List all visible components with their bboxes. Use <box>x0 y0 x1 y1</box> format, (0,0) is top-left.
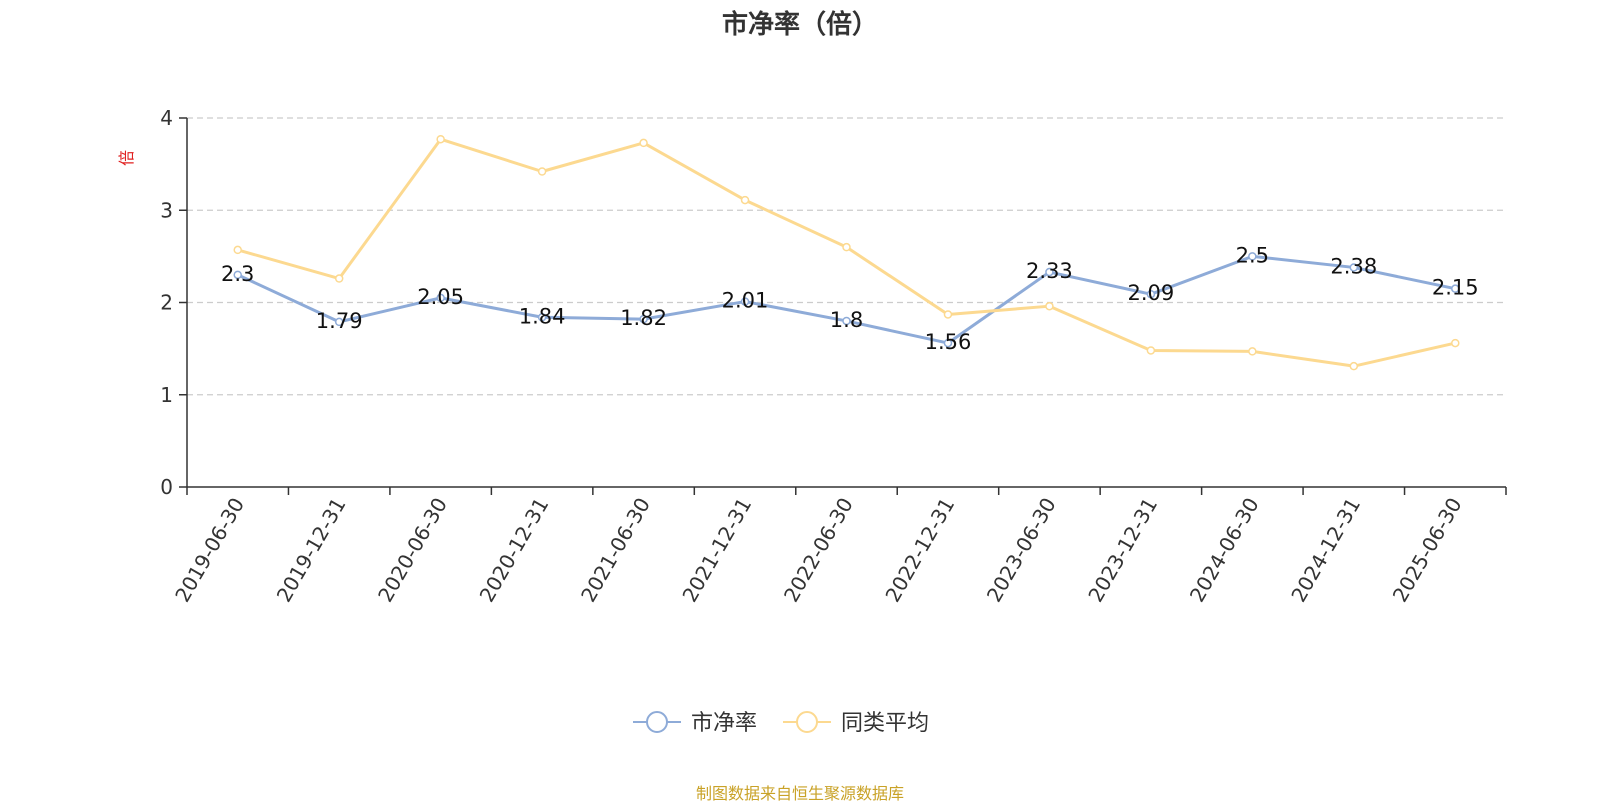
data-point <box>943 310 953 319</box>
y-tick-label: 3 <box>160 198 173 222</box>
data-point <box>1349 263 1359 272</box>
data-label: 2.33 <box>1026 259 1073 283</box>
data-label: 2.05 <box>417 285 464 309</box>
x-tick-label: 2023-12-31 <box>1083 494 1162 607</box>
data-point <box>740 297 750 306</box>
data-label: 2.09 <box>1128 281 1175 305</box>
data-point <box>334 274 344 283</box>
x-tick-label: 2020-06-30 <box>373 494 452 607</box>
data-point <box>1451 284 1460 293</box>
data-point <box>1146 289 1156 299</box>
data-point <box>334 317 344 327</box>
data-point <box>537 313 547 322</box>
x-tick-label: 2019-06-30 <box>170 494 249 607</box>
data-label: 2.3 <box>221 262 254 286</box>
x-tick-label: 2020-12-31 <box>475 494 554 607</box>
data-labels: 2.3 1.79 2.05 1.84 1.82 2.01 1.8 1.56 2.33 2.09 2.… <box>221 243 1479 354</box>
x-tick-label: 2024-12-31 <box>1286 494 1365 607</box>
data-point <box>842 316 851 326</box>
data-point <box>1045 301 1054 311</box>
data-point <box>1451 338 1460 348</box>
x-tick-label: 2024-06-30 <box>1185 494 1264 607</box>
y-tick-label: 1 <box>160 383 173 407</box>
x-tick-label: 2022-12-31 <box>880 494 959 607</box>
data-point <box>233 270 242 280</box>
y-tick-label: 2 <box>160 291 173 315</box>
data-point <box>1045 267 1054 277</box>
data-label: 1.56 <box>925 330 972 354</box>
y-axis-label: 倍 <box>117 150 136 166</box>
data-point <box>1349 361 1359 371</box>
data-label: 2.01 <box>722 289 769 313</box>
data-point <box>436 293 445 303</box>
data-point <box>639 138 648 148</box>
axes: 0 1 2 3 4 倍 2019-06-30 2019-12-31 2020-06-30 2020… <box>117 106 1507 607</box>
data-label: 1.84 <box>519 304 566 328</box>
data-point <box>639 314 648 324</box>
legend-label: 市净率 <box>691 711 757 736</box>
x-tick-label: 2021-12-31 <box>677 494 756 607</box>
source-note: 制图数据来自恒生聚源数据库 <box>695 784 904 803</box>
data-label: 2.38 <box>1330 254 1377 278</box>
x-tick-label: 2022-06-30 <box>779 494 858 607</box>
series-line <box>237 137 1456 368</box>
grid-lines <box>187 117 1506 396</box>
data-point <box>1248 252 1257 261</box>
data-label: 1.8 <box>830 308 863 332</box>
data-point <box>537 167 547 176</box>
data-point <box>842 242 851 252</box>
chart-title: 市净率（倍） <box>721 10 878 40</box>
data-point <box>436 134 445 144</box>
y-tick-label: 0 <box>160 475 173 499</box>
x-tick-label: 2023-06-30 <box>982 494 1061 607</box>
legend: 市净率 同类平均 <box>633 711 929 736</box>
data-label: 1.79 <box>316 309 363 333</box>
legend-label: 同类平均 <box>841 711 929 736</box>
data-label: 2.15 <box>1432 276 1479 300</box>
x-tick-label: 2025-06-30 <box>1388 494 1467 607</box>
data-point <box>740 195 750 205</box>
data-label: 2.5 <box>1236 243 1269 267</box>
x-tick-label: 2019-12-31 <box>272 494 351 607</box>
x-tick-label: 2021-06-30 <box>576 494 655 607</box>
data-point <box>233 245 242 255</box>
legend-marker <box>646 711 668 733</box>
legend-marker <box>796 711 818 733</box>
data-point <box>943 338 953 348</box>
series <box>233 134 1460 371</box>
data-point <box>1248 347 1257 356</box>
data-point <box>1146 346 1156 355</box>
data-label: 1.82 <box>620 306 667 330</box>
y-tick-label: 4 <box>160 106 173 130</box>
